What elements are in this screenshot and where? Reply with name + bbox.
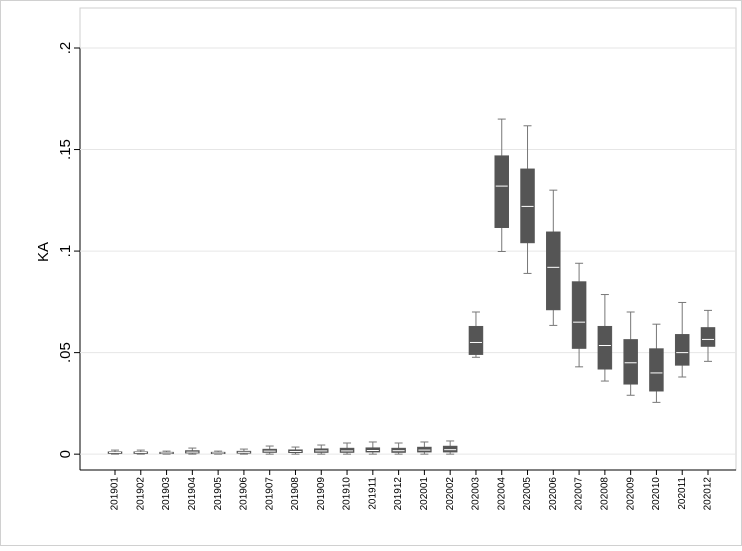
box bbox=[674, 334, 690, 366]
box bbox=[597, 325, 613, 370]
x-tick-label: 202009 bbox=[625, 477, 636, 511]
x-tick-label: 201905 bbox=[213, 477, 224, 511]
y-axis-label: KA bbox=[35, 242, 52, 262]
x-tick-label: 202008 bbox=[600, 477, 611, 511]
x-tick-label: 202002 bbox=[445, 477, 456, 511]
x-tick-label: 202011 bbox=[677, 477, 688, 510]
x-tick-label: 202010 bbox=[651, 477, 662, 511]
x-tick-label: 202003 bbox=[471, 477, 482, 511]
box bbox=[546, 231, 561, 311]
y-tick-label: 0 bbox=[57, 450, 74, 458]
box bbox=[442, 445, 458, 453]
x-tick-label: 201908 bbox=[290, 477, 301, 511]
x-tick-label: 201903 bbox=[161, 477, 172, 511]
plot-region bbox=[79, 7, 737, 471]
x-tick-label: 201901 bbox=[110, 477, 121, 511]
x-tick-label: 201902 bbox=[135, 477, 146, 511]
x-tick-label: 202012 bbox=[703, 477, 714, 511]
box bbox=[700, 327, 716, 347]
y-tick-label: .15 bbox=[57, 139, 74, 160]
box bbox=[339, 447, 355, 453]
x-tick-label: 201912 bbox=[393, 477, 404, 511]
box bbox=[365, 447, 381, 453]
box bbox=[623, 339, 638, 385]
x-tick-label: 201909 bbox=[316, 477, 327, 511]
x-tick-label: 201910 bbox=[342, 477, 353, 511]
box bbox=[520, 168, 535, 244]
box bbox=[649, 348, 664, 392]
x-tick-label: 201911 bbox=[367, 477, 378, 510]
x-tick-label: 202001 bbox=[419, 477, 430, 511]
y-tick-label: .2 bbox=[57, 42, 74, 55]
box bbox=[494, 155, 509, 228]
x-tick-label: 201904 bbox=[187, 477, 198, 511]
x-tick-label: 202007 bbox=[574, 477, 585, 511]
x-tick-label: 202004 bbox=[496, 477, 507, 511]
x-tick-label: 201907 bbox=[264, 477, 275, 511]
y-tick-label: .05 bbox=[57, 342, 74, 363]
y-tick-label: .1 bbox=[57, 245, 74, 258]
x-tick-label: 201906 bbox=[239, 477, 250, 511]
box bbox=[571, 281, 587, 349]
x-tick-label: 202006 bbox=[548, 477, 559, 511]
x-tick-label: 202005 bbox=[522, 477, 533, 511]
box bbox=[417, 446, 432, 453]
box bbox=[468, 325, 484, 355]
